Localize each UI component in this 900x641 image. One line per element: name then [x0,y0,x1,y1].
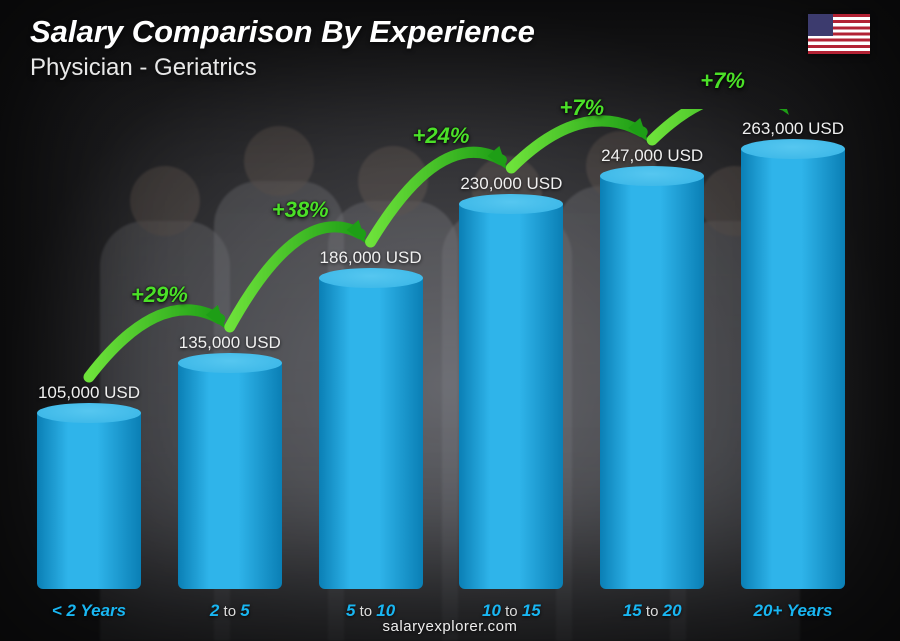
growth-pct-label: +7% [559,95,604,121]
bar [741,149,845,589]
bar-group: 263,000 USD20+ Years [734,119,852,589]
flag-icon [808,14,870,54]
bar-group: 105,000 USD< 2 Years [30,383,148,589]
bar-group: 186,000 USD5 to 10 [312,248,430,589]
bar [600,176,704,589]
growth-pct-label: +7% [700,68,745,94]
chart-title: Salary Comparison By Experience [30,14,535,50]
growth-pct-label: +38% [272,197,329,223]
bar-value-label: 263,000 USD [742,119,844,139]
chart-subtitle: Physician - Geriatrics [30,54,535,82]
bar [319,278,423,589]
growth-pct-label: +24% [413,123,470,149]
bar [37,413,141,589]
salary-bar-chart: 105,000 USD< 2 Years135,000 USD2 to 5186… [30,109,852,589]
bar-value-label: 135,000 USD [179,333,281,353]
bar-group: 230,000 USD10 to 15 [452,174,570,589]
bar [459,204,563,589]
footer-attribution: salaryexplorer.com [0,618,900,635]
bar-group: 247,000 USD15 to 20 [593,146,711,589]
bars-container: 105,000 USD< 2 Years135,000 USD2 to 5186… [30,109,852,589]
bar-value-label: 105,000 USD [38,383,140,403]
growth-pct-label: +29% [131,282,188,308]
title-block: Salary Comparison By Experience Physicia… [30,14,535,82]
bar-group: 135,000 USD2 to 5 [171,333,289,589]
bar-value-label: 230,000 USD [460,174,562,194]
bar-value-label: 186,000 USD [320,248,422,268]
bar-value-label: 247,000 USD [601,146,703,166]
bar [178,363,282,589]
